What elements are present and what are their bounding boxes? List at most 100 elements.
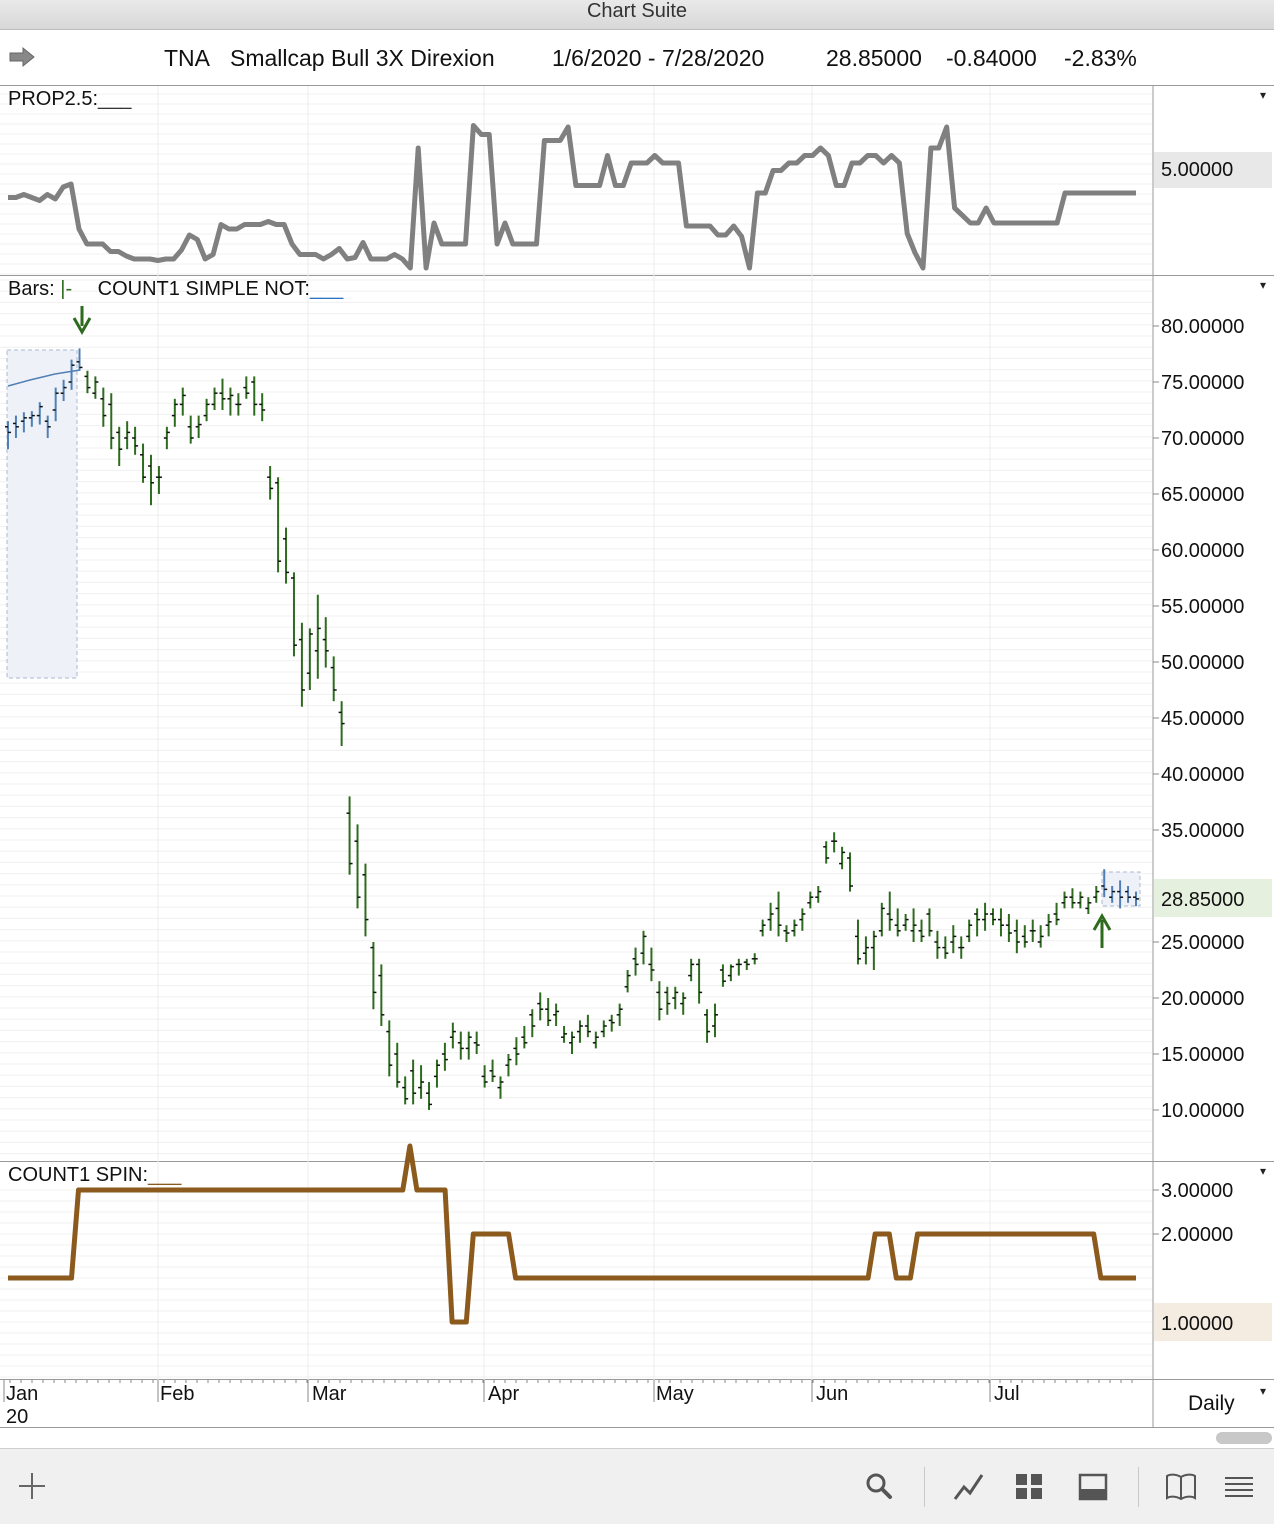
- ohlc-bar: [426, 1082, 433, 1110]
- ohlc-bar: [20, 412, 27, 433]
- ohlc-bar: [100, 387, 107, 427]
- ohlc-bar: [743, 958, 750, 970]
- panel-layout-icon[interactable]: [1076, 1469, 1110, 1503]
- price-tick-label: 80.00000: [1161, 316, 1244, 338]
- ohlc-bar: [624, 970, 631, 993]
- ohlc-bar: [108, 393, 115, 450]
- ohlc-bar: [680, 992, 687, 1015]
- book-icon[interactable]: [1164, 1469, 1198, 1503]
- spin-axis-label: 1.00000: [1161, 1313, 1233, 1335]
- selection-region-start[interactable]: [6, 349, 78, 679]
- forward-arrow-icon[interactable]: [8, 46, 36, 68]
- ohlc-bar: [870, 930, 877, 970]
- price-tick-label: 70.00000: [1161, 428, 1244, 450]
- pane-menu-chevron-icon[interactable]: ▾: [1259, 278, 1266, 292]
- ohlc-bar: [12, 415, 19, 438]
- spin-line: [8, 1143, 1136, 1325]
- ohlc-bar: [529, 1009, 536, 1038]
- ohlc-bar: [449, 1022, 456, 1049]
- ohlc-bar: [354, 824, 361, 909]
- ohlc-bar: [60, 379, 67, 402]
- ohlc-bar: [5, 421, 11, 450]
- pane-menu-chevron-icon[interactable]: ▾: [1259, 1164, 1266, 1178]
- pane-menu-chevron-icon[interactable]: ▾: [1259, 88, 1266, 102]
- ohlc-bar: [402, 1076, 409, 1105]
- bars-style[interactable]: |-: [60, 278, 73, 300]
- ohlc-bar: [378, 964, 385, 1026]
- ohlc-bar: [195, 415, 202, 438]
- period-selector[interactable]: Daily: [1188, 1392, 1235, 1415]
- ohlc-bar: [791, 919, 798, 937]
- ohlc-bar: [418, 1065, 425, 1099]
- last-price-axis-label: 28.85000: [1161, 889, 1244, 911]
- ohlc-bar: [76, 348, 83, 371]
- ohlc-bar: [267, 466, 274, 500]
- window-title: Chart Suite: [0, 0, 1274, 30]
- price-pane[interactable]: 80.00000 75.00000 70.00000 65.00000 60.00000…: [0, 276, 1274, 1162]
- ohlc-bar: [576, 1020, 583, 1043]
- ohlc-bar: [346, 796, 353, 875]
- ohlc-bar: [592, 1031, 599, 1049]
- add-icon[interactable]: [15, 1469, 49, 1503]
- ohlc-bar: [711, 1003, 718, 1038]
- month-label: Feb: [160, 1383, 194, 1405]
- ohlc-bar: [664, 986, 671, 1015]
- ohlc-bar: [815, 886, 822, 903]
- prop-pane[interactable]: 5.00000 PROP2.5:___ ▾: [0, 86, 1274, 276]
- ohlc-bar: [910, 908, 917, 942]
- ohlc-bar: [807, 891, 814, 909]
- ohlc-bar: [704, 1009, 711, 1043]
- spin-label: COUNT1 SPIN:: [8, 1164, 149, 1186]
- date-axis-svg: Jan Feb Mar Apr May Jun Jul 20: [3, 1380, 1154, 1428]
- ohlc-bar: [1013, 919, 1020, 954]
- prop-line: [8, 123, 1136, 271]
- ohlc-bar: [481, 1065, 488, 1088]
- spin-value-highlight: [1154, 1303, 1272, 1341]
- ohlc-bar: [362, 863, 369, 937]
- ohlc-bar: [283, 527, 290, 584]
- ohlc-bar: [1061, 891, 1068, 909]
- menu-list-icon[interactable]: [1222, 1469, 1256, 1503]
- symbol-info-bar: TNA Smallcap Bull 3X Direxion 1/6/2020 -…: [0, 30, 1274, 86]
- ohlc-bar: [179, 387, 186, 416]
- search-icon[interactable]: [862, 1469, 896, 1503]
- ohlc-bar: [648, 947, 655, 982]
- study-label: COUNT1 SIMPLE NOT:: [97, 278, 310, 300]
- ohlc-bar: [386, 1020, 393, 1077]
- ohlc-bar: [338, 701, 345, 746]
- period-chevron-icon[interactable]: ▾: [1259, 1384, 1266, 1398]
- grid-layout-icon[interactable]: [1012, 1469, 1046, 1503]
- month-label: Apr: [488, 1383, 519, 1405]
- ohlc-bar: [497, 1076, 504, 1099]
- ohlc-bar: [521, 1026, 528, 1049]
- ohlc-bar: [608, 1014, 615, 1032]
- ohlc-bar: [839, 846, 846, 870]
- ohlc-bar: [878, 902, 885, 937]
- ohlc-bar: [600, 1020, 607, 1038]
- ohlc-bar: [1101, 869, 1108, 898]
- ohlc-bar: [656, 981, 663, 1021]
- ohlc-bar: [831, 832, 838, 853]
- line-chart-icon[interactable]: [952, 1469, 986, 1503]
- spin-tick-label: 3.00000: [1161, 1180, 1233, 1202]
- horizontal-scrollbar[interactable]: [1216, 1432, 1272, 1444]
- spin-tick-label: 2.00000: [1161, 1224, 1233, 1246]
- ohlc-bar: [1069, 888, 1076, 909]
- ohlc-bar: [370, 942, 377, 1010]
- ohlc-bar: [942, 936, 949, 959]
- date-axis[interactable]: Jan Feb Mar Apr May Jun Jul 20: [0, 1380, 1274, 1428]
- ohlc-bar: [783, 925, 790, 942]
- price-tick-label: 75.00000: [1161, 372, 1244, 394]
- ohlc-bar: [537, 992, 544, 1021]
- ohlc-bar: [759, 919, 766, 937]
- ohlc-bar: [36, 402, 43, 425]
- ohlc-bar: [243, 376, 250, 399]
- ohlc-bar: [934, 930, 941, 959]
- ohlc-bar: [886, 891, 893, 931]
- ohlc-bar: [1045, 914, 1052, 937]
- ohlc-bar: [862, 936, 869, 965]
- spin-pane[interactable]: 3.00000 2.00000 1.00000 COUNT1 SPIN:___ ▾: [0, 1143, 1274, 1380]
- ohlc-bar: [727, 964, 734, 982]
- ohlc-bar: [465, 1031, 472, 1060]
- ohlc-bar: [84, 370, 91, 394]
